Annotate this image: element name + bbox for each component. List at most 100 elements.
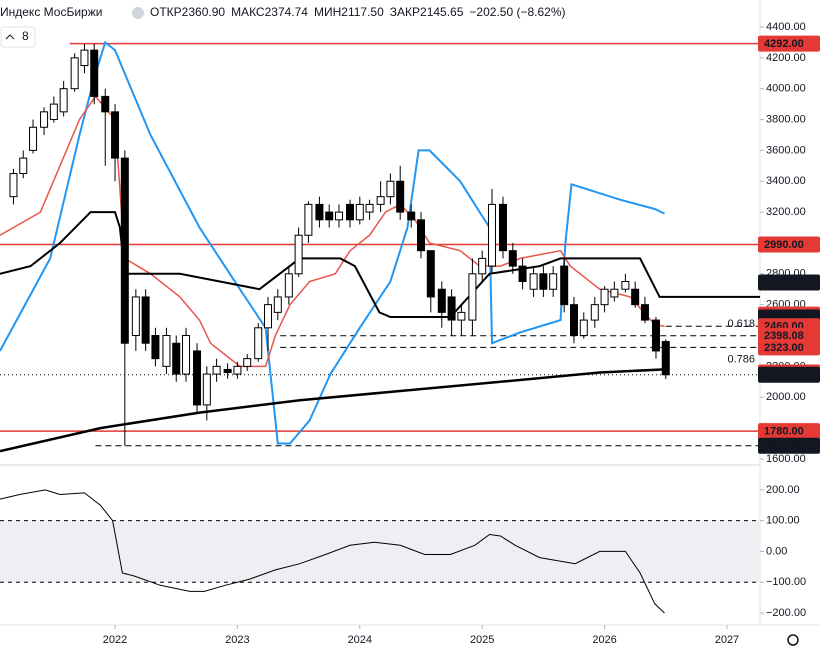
- change-value: −202.50 (−8.62%): [469, 5, 565, 19]
- candle-body: [120, 157, 129, 344]
- candle-body: [539, 273, 548, 290]
- candle-body: [610, 288, 619, 298]
- osc-y-tick-label: −100.00: [766, 576, 806, 588]
- osc-y-tick-label: 100.00: [766, 515, 800, 527]
- field-value: 2117.50: [341, 5, 384, 19]
- status-icon: [132, 7, 144, 19]
- candle-body: [111, 111, 120, 159]
- candle-body: [457, 311, 466, 321]
- osc-y-tick-label: −200.00: [766, 607, 806, 619]
- candle-body: [294, 234, 303, 275]
- candle-body: [141, 296, 150, 344]
- candle-body: [529, 273, 538, 290]
- candle-body: [335, 211, 344, 221]
- x-tick-label: 2025: [470, 634, 494, 646]
- price-tag-label: 2398.08: [764, 330, 804, 342]
- y-tick-label: 3400.00: [766, 175, 806, 187]
- field-label: МИН: [314, 5, 341, 19]
- candle-body: [9, 173, 18, 198]
- candle-body: [202, 373, 211, 406]
- candle-body: [193, 350, 202, 406]
- candle-body: [40, 111, 49, 128]
- candle-body: [131, 296, 140, 337]
- candle-body: [621, 281, 630, 290]
- field-value: 2374.74: [265, 5, 309, 19]
- candle-body: [478, 257, 487, 275]
- candle-body: [560, 265, 569, 306]
- y-tick-label: 4000.00: [766, 83, 806, 95]
- candle-body: [151, 335, 160, 360]
- candle-body: [407, 211, 416, 221]
- candle-body: [19, 157, 28, 175]
- candle-body: [264, 304, 273, 329]
- candle-body: [273, 296, 282, 313]
- main-panel: 0.618 0.786: [0, 40, 760, 453]
- y-tick-label: 4200.00: [766, 52, 806, 64]
- candle-body: [29, 126, 38, 151]
- price-tag-label: 2145.65: [764, 369, 804, 381]
- candle-body: [396, 180, 405, 213]
- candle-body: [426, 250, 435, 298]
- price-tag-label: 1780.00: [764, 426, 804, 438]
- price-tag-label: 2743.91: [764, 277, 804, 289]
- x-tick-label: 2024: [348, 634, 372, 646]
- field-value: 2360.90: [182, 5, 226, 19]
- candle-body: [600, 288, 609, 306]
- x-tick-label: 2027: [715, 634, 739, 646]
- header-fields: ОТКР 2360.90 МАКС 2374.74 МИН 2117.50 ЗАКР 2145…: [150, 5, 566, 19]
- candle-body: [172, 342, 181, 375]
- candle-body: [162, 335, 171, 367]
- candle-body: [498, 203, 507, 252]
- candle-body: [487, 203, 496, 267]
- candle-body: [508, 250, 517, 267]
- osc-y-tick-label: 0.00: [766, 545, 787, 557]
- candle-body: [579, 319, 588, 337]
- chart-title: Индекс МосБиржи: [0, 5, 102, 19]
- candle-body: [49, 103, 58, 121]
- oscillator-band: [0, 520, 760, 583]
- candle-body: [101, 95, 110, 113]
- candle-body: [468, 273, 477, 321]
- candle-body: [447, 296, 456, 321]
- candle-body: [284, 273, 293, 298]
- x-tick-label: 2026: [592, 634, 616, 646]
- indicators-button[interactable]: [0, 26, 36, 48]
- candle-body: [355, 203, 364, 221]
- x-tick-label: 2022: [103, 634, 127, 646]
- indicators-count: 8: [22, 29, 29, 43]
- price-tag: [758, 35, 820, 52]
- x-tick-label: 2023: [225, 634, 249, 646]
- y-tick-label: 2000.00: [766, 391, 806, 403]
- price-tag: [758, 366, 820, 383]
- indicator-line: [0, 211, 760, 318]
- oscillator-panel: [0, 489, 760, 614]
- field-value: 2145.65: [420, 5, 464, 19]
- oscillator-line: [0, 489, 665, 614]
- candle-body: [631, 288, 640, 306]
- candle-body: [325, 211, 334, 221]
- candle-body: [233, 365, 242, 375]
- candle-body: [549, 273, 558, 290]
- candle-body: [416, 219, 425, 252]
- y-tick-label: 4400.00: [766, 21, 806, 33]
- header-bg: [0, 2, 470, 22]
- chevron-icon: [5, 34, 15, 40]
- candle-body: [223, 368, 232, 374]
- settings-icon[interactable]: [787, 634, 799, 646]
- candle-body: [70, 57, 79, 90]
- candle-body: [304, 203, 313, 236]
- fib-label: 0.786: [727, 354, 755, 366]
- candle-body: [569, 304, 578, 337]
- candle-body: [90, 49, 99, 97]
- osc-y-tick-label: 200.00: [766, 484, 800, 496]
- price-tag-label: 2323.00: [764, 342, 804, 354]
- field-label: ЗАКР: [390, 5, 420, 19]
- price-tag: [758, 423, 820, 440]
- price-tag: [758, 339, 820, 356]
- candle-body: [212, 365, 221, 375]
- candle-body: [386, 180, 395, 198]
- candle-body: [365, 203, 374, 213]
- candle-body: [346, 203, 355, 221]
- candle-body: [315, 203, 324, 221]
